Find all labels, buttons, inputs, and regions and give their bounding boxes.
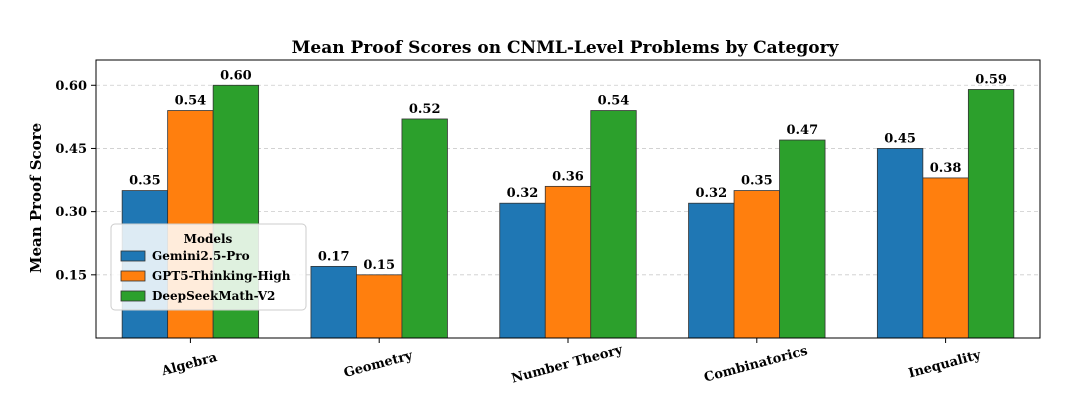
data-label: 0.15 (363, 258, 395, 273)
legend-label: GPT5-Thinking-High (152, 269, 291, 283)
data-label: 0.35 (129, 174, 161, 189)
legend-swatch (120, 250, 146, 262)
x-tick-label: Number Theory (510, 342, 625, 386)
y-tick-label: 0.30 (55, 205, 87, 220)
data-label: 0.38 (930, 161, 962, 176)
data-label: 0.54 (598, 94, 630, 109)
bar-gpt5-thinking-high-combinatorics (733, 190, 780, 339)
legend: Models Gemini2.5-Pro GPT5-Thinking-High De… (110, 223, 307, 311)
bar-gemini2-5-pro-inequality (876, 148, 924, 339)
bar-deepseekmath-v2-inequality (967, 89, 1015, 339)
bar-gpt5-thinking-high-geometry (356, 274, 403, 339)
data-label: 0.35 (741, 174, 773, 189)
data-label: 0.52 (409, 102, 441, 117)
legend-title: Models (184, 232, 233, 246)
data-label: 0.54 (175, 94, 207, 109)
bar-deepseekmath-v2-number-theory (590, 110, 637, 339)
data-labels: 0.35 0.54 0.60 0.17 0.15 0.52 0.32 0.36 0.54 0.32… (129, 68, 1007, 273)
data-label: 0.32 (695, 186, 727, 201)
data-label: 0.32 (507, 186, 539, 201)
data-label: 0.47 (786, 123, 818, 138)
data-label: 0.59 (975, 72, 1007, 87)
bar-deepseekmath-v2-combinatorics (779, 139, 826, 339)
y-axis-label: Mean Proof Score (27, 123, 45, 273)
data-label: 0.60 (220, 68, 252, 83)
data-label: 0.36 (552, 169, 584, 184)
bar-gpt5-thinking-high-inequality (922, 177, 969, 339)
legend-swatch (120, 290, 146, 302)
data-label: 0.17 (318, 249, 350, 264)
legend-label: DeepSeekMath-V2 (152, 289, 275, 303)
x-axis-ticks: Algebra Geometry Number Theory Combinatoric… (159, 338, 983, 387)
y-tick-label: 0.60 (55, 79, 87, 94)
bar-deepseekmath-v2-geometry (401, 118, 448, 339)
bar-gemini2-5-pro-combinatorics (688, 202, 735, 339)
y-tick-label: 0.45 (55, 142, 87, 157)
bar-gemini2-5-pro-geometry (310, 265, 357, 339)
bar-gemini2-5-pro-number-theory (499, 202, 546, 339)
legend-label: Gemini2.5-Pro (152, 249, 250, 263)
legend-swatch (120, 270, 146, 282)
chart-title: Mean Proof Scores on CNML-Level Problems… (292, 38, 840, 58)
y-tick-label: 0.15 (55, 268, 87, 283)
legend-box (110, 223, 307, 311)
bar-gpt5-thinking-high-number-theory (544, 185, 592, 339)
x-tick-label: Geometry (342, 348, 414, 381)
x-tick-label: Algebra (159, 350, 219, 380)
x-tick-label: Inequality (907, 348, 983, 382)
x-tick-label: Combinatorics (703, 344, 810, 386)
data-label: 0.45 (884, 131, 916, 146)
y-axis-ticks: 0.15 0.30 0.45 0.60 (55, 79, 96, 283)
